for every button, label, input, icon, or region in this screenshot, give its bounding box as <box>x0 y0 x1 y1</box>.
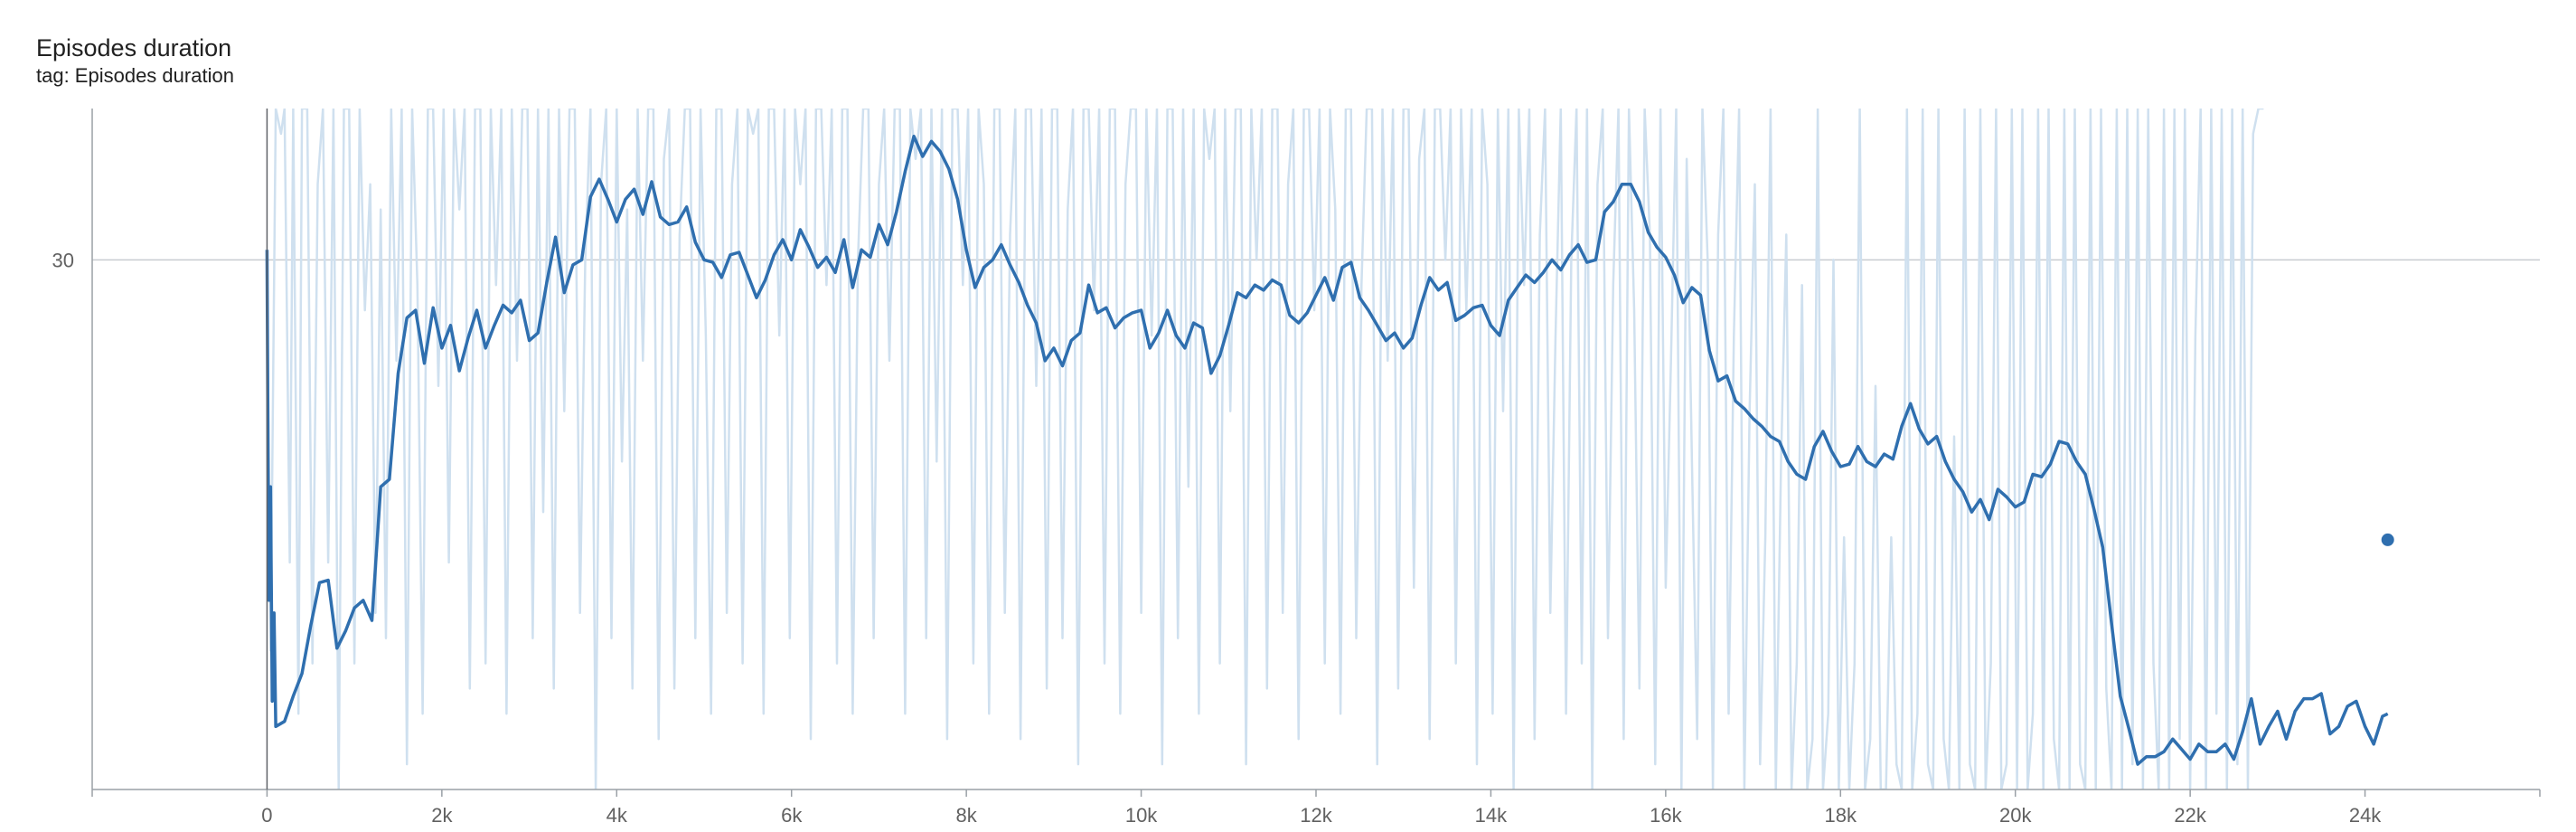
chart-title: Episodes duration <box>36 34 232 61</box>
x-tick-label: 8k <box>956 804 978 827</box>
x-tick-label: 0 <box>261 804 272 827</box>
x-tick-label: 10k <box>1125 804 1158 827</box>
x-tick-label: 20k <box>1999 804 2032 827</box>
raw-series-line <box>266 109 2264 789</box>
last-point-marker[interactable] <box>2381 533 2394 546</box>
x-tick-label: 18k <box>1825 804 1857 827</box>
x-tick-label: 16k <box>1650 804 1682 827</box>
chart-header: Episodes duration tag: Episodes duration <box>36 33 234 89</box>
raw-series-layer <box>266 109 2264 789</box>
smoothed-series-layer <box>265 134 2389 766</box>
x-tick-label: 14k <box>1475 804 1508 827</box>
x-tick-label: 6k <box>781 804 803 827</box>
y-tick-label: 30 <box>52 249 74 271</box>
chart-tag: tag: Episodes duration <box>36 64 234 87</box>
x-tick-label: 22k <box>2174 804 2206 827</box>
smoothed-series-line <box>265 134 2389 766</box>
x-tick-label: 12k <box>1300 804 1332 827</box>
x-tick-label: 2k <box>431 804 453 827</box>
x-tick-label: 4k <box>606 804 628 827</box>
axis-layer: 30 0 2k 4k 6k 8k 10k 12k 14k 16k 18k 20k 22k 24k <box>52 109 2541 827</box>
x-tick-label: 24k <box>2349 804 2382 827</box>
